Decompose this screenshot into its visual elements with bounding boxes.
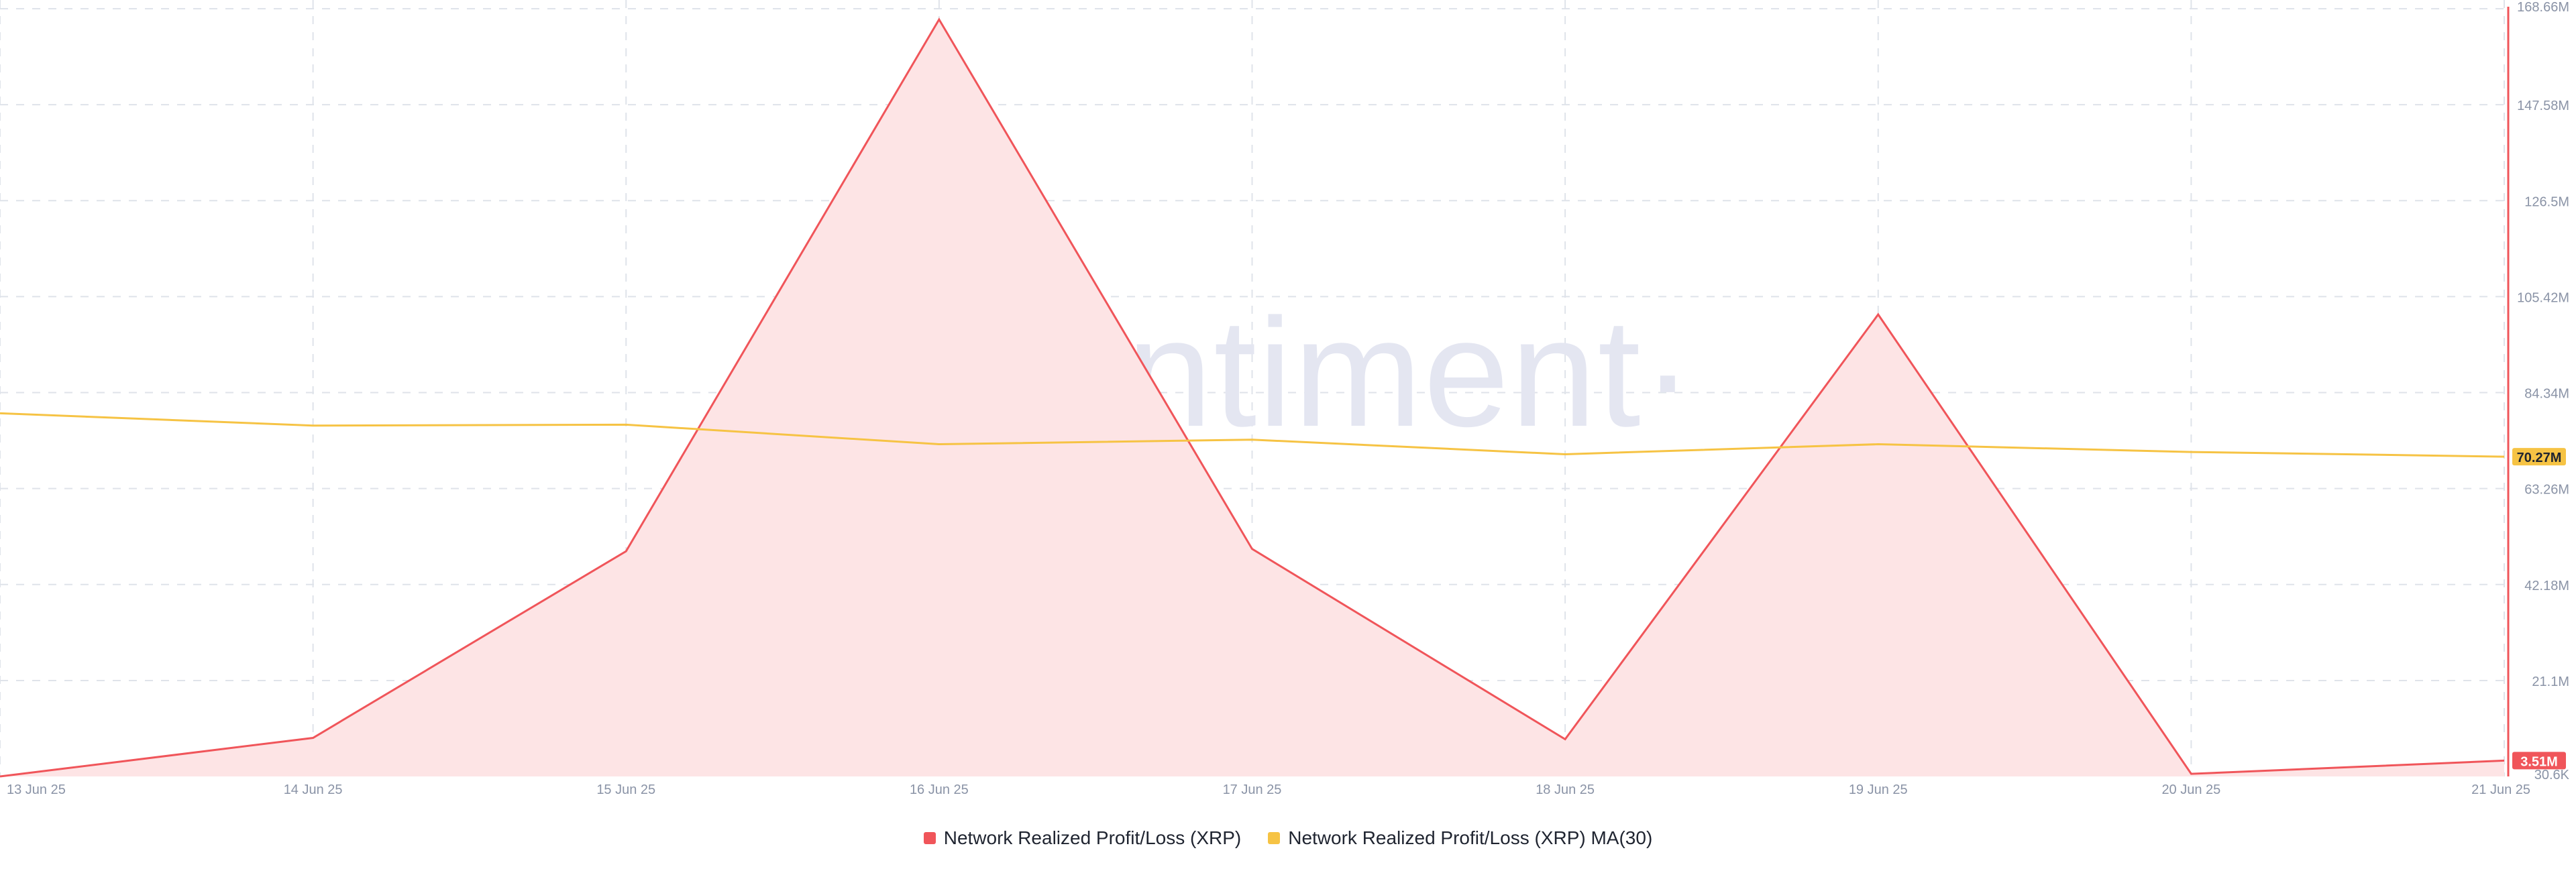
y-tick-label: 63.26M (2524, 483, 2569, 498)
x-axis: 13 Jun 25 14 Jun 25 15 Jun 25 16 Jun 25 17 J… (7, 782, 2530, 797)
pl-last-value-badge-label: 3.51M (2520, 754, 2558, 769)
y-tick-label: 30.6K (2534, 768, 2570, 782)
y-axis: 168.66M 147.58M 126.5M 105.42M 84.34M 63.26M 4… (2508, 0, 2570, 782)
legend-label-ma: Network Realized Profit/Loss (XRP) MA(30… (1288, 827, 1652, 849)
legend-swatch-pl (924, 832, 936, 844)
x-tick-label: 16 Jun 25 (910, 782, 969, 797)
y-tick-label: 21.1M (2532, 675, 2569, 689)
y-tick-label: 126.5M (2524, 194, 2569, 209)
legend-swatch-ma (1268, 832, 1280, 844)
x-tick-label: 19 Jun 25 (1849, 782, 1908, 797)
y-tick-label: 42.18M (2524, 579, 2569, 593)
legend-item-pl[interactable]: Network Realized Profit/Loss (XRP) (924, 827, 1241, 849)
x-tick-label: 15 Jun 25 (596, 782, 655, 797)
x-tick-label: 14 Jun 25 (284, 782, 343, 797)
legend-item-ma[interactable]: Network Realized Profit/Loss (XRP) MA(30… (1268, 827, 1652, 849)
x-tick-label: 20 Jun 25 (2161, 782, 2220, 797)
x-tick-label: 13 Jun 25 (7, 782, 66, 797)
ma-last-value-badge-label: 70.27M (2517, 451, 2562, 465)
x-tick-label: 21 Jun 25 (2471, 782, 2530, 797)
legend-label-pl: Network Realized Profit/Loss (XRP) (944, 827, 1241, 849)
legend: Network Realized Profit/Loss (XRP) Netwo… (0, 823, 2576, 853)
y-tick-label: 147.58M (2517, 99, 2569, 113)
y-tick-label: 105.42M (2517, 290, 2569, 305)
y-tick-label: 84.34M (2524, 387, 2569, 402)
y-tick-label: 168.66M (2517, 0, 2569, 15)
x-tick-label: 18 Jun 25 (1536, 782, 1595, 797)
x-tick-label: 17 Jun 25 (1223, 782, 1282, 797)
